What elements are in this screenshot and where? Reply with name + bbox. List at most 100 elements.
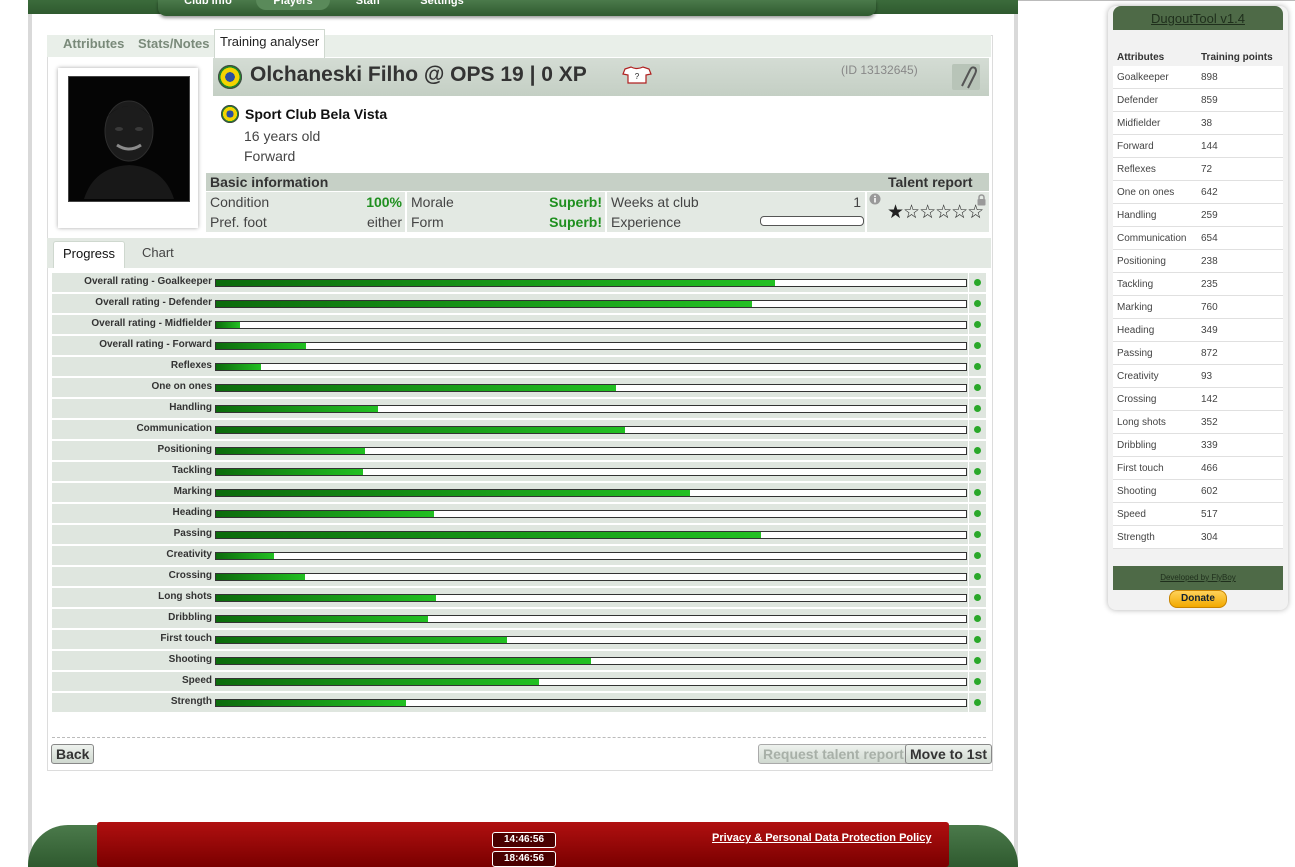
attribute-name: Reflexes bbox=[1117, 164, 1156, 175]
status-cell bbox=[969, 693, 986, 712]
pref-foot-value: either bbox=[366, 214, 402, 230]
info-icon[interactable] bbox=[869, 193, 881, 205]
training-points: 339 bbox=[1201, 440, 1218, 451]
attribute-name: Shooting bbox=[1117, 486, 1157, 497]
divider bbox=[52, 737, 986, 738]
progress-label: Overall rating - Defender bbox=[95, 297, 212, 308]
status-dot-icon bbox=[974, 699, 981, 706]
status-dot-icon bbox=[974, 384, 981, 391]
status-dot-icon bbox=[974, 636, 981, 643]
status-cell bbox=[969, 420, 986, 439]
top-nav: Club info Players Staff Settings bbox=[158, 0, 876, 16]
status-dot-icon bbox=[974, 405, 981, 412]
progress-label: Marking bbox=[173, 486, 212, 497]
training-points: 872 bbox=[1201, 348, 1218, 359]
attribute-name: Speed bbox=[1117, 509, 1146, 520]
top-divider bbox=[1018, 0, 1295, 1]
progress-bar-fill bbox=[216, 280, 775, 286]
table-row: Communication 654 bbox=[1113, 227, 1283, 250]
table-row: Positioning 238 bbox=[1113, 250, 1283, 273]
status-dot-icon bbox=[974, 657, 981, 664]
table-row: Crossing 142 bbox=[1113, 388, 1283, 411]
status-cell bbox=[969, 273, 986, 292]
table-row: Speed 517 bbox=[1113, 503, 1283, 526]
request-talent-report-button[interactable]: Request talent report bbox=[758, 744, 909, 764]
training-points: 304 bbox=[1201, 532, 1218, 543]
basic-info-title: Basic information bbox=[210, 174, 329, 190]
training-points: 760 bbox=[1201, 302, 1218, 313]
progress-label: Strength bbox=[170, 696, 212, 707]
attribute-name: Goalkeeper bbox=[1117, 72, 1169, 83]
table-row: Handling 259 bbox=[1113, 204, 1283, 227]
table-row: Strength 304 bbox=[1113, 526, 1283, 549]
progress-bar bbox=[215, 699, 967, 707]
developer-link[interactable]: Developed by FlyBoy bbox=[1160, 573, 1236, 582]
nav-tab-settings[interactable]: Settings bbox=[420, 0, 464, 7]
attribute-name: Marking bbox=[1117, 302, 1153, 313]
progress-row: Long shots bbox=[52, 587, 986, 608]
progress-bar-fill bbox=[216, 322, 240, 328]
player-photo bbox=[68, 76, 190, 202]
training-points: 859 bbox=[1201, 95, 1218, 106]
attribute-name: Strength bbox=[1117, 532, 1155, 543]
attribute-name: Passing bbox=[1117, 348, 1153, 359]
basic-info-grid bbox=[206, 192, 865, 232]
shirt-icon[interactable]: ? bbox=[622, 66, 652, 84]
dugouttool-title[interactable]: DugoutTool v1.4 bbox=[1151, 11, 1245, 26]
table-row: Shooting 602 bbox=[1113, 480, 1283, 503]
talent-report-cell bbox=[867, 192, 989, 232]
progress-label: Creativity bbox=[166, 549, 212, 560]
donate-button[interactable]: Donate bbox=[1169, 590, 1227, 608]
player-age: 16 years old bbox=[244, 128, 321, 144]
progress-label: Overall rating - Midfielder bbox=[91, 318, 212, 329]
divider bbox=[865, 192, 867, 232]
progress-bar-fill bbox=[216, 511, 434, 517]
tab-attributes[interactable]: Attributes bbox=[63, 36, 125, 51]
club-name[interactable]: Sport Club Bela Vista bbox=[245, 106, 388, 122]
player-avatar-icon bbox=[84, 100, 174, 199]
progress-bar-fill bbox=[216, 343, 306, 349]
privacy-policy-link[interactable]: Privacy & Personal Data Protection Polic… bbox=[712, 832, 932, 844]
talent-stars-icon: ★☆☆☆☆☆ bbox=[887, 202, 984, 223]
attribute-name: Heading bbox=[1117, 325, 1155, 336]
attribute-name: Positioning bbox=[1117, 256, 1166, 267]
status-cell bbox=[969, 357, 986, 376]
table-row: Long shots 352 bbox=[1113, 411, 1283, 434]
table-row: Reflexes 72 bbox=[1113, 158, 1283, 181]
table-header: Attributes Training points bbox=[1113, 46, 1283, 66]
progress-row: Marking bbox=[52, 482, 986, 503]
status-dot-icon bbox=[974, 531, 981, 538]
progress-bar-fill bbox=[216, 364, 261, 370]
player-position: Forward bbox=[244, 148, 296, 164]
progress-row: Creativity bbox=[52, 545, 986, 566]
training-points: 235 bbox=[1201, 279, 1218, 290]
progress-row: Speed bbox=[52, 671, 986, 692]
progress-bar-fill bbox=[216, 532, 761, 538]
tab-progress[interactable]: Progress bbox=[53, 241, 126, 268]
status-dot-icon bbox=[974, 363, 981, 370]
training-points: 602 bbox=[1201, 486, 1218, 497]
tab-chart[interactable]: Chart bbox=[142, 245, 174, 260]
nav-tab-club-info[interactable]: Club info bbox=[184, 0, 232, 7]
paperclip-icon[interactable] bbox=[950, 62, 982, 92]
progress-bar-fill bbox=[216, 490, 690, 496]
tab-training-analyser[interactable]: Training analyser bbox=[214, 29, 326, 58]
move-to-first-button[interactable]: Move to 1st bbox=[905, 744, 993, 764]
local-clock: 18:46:56 bbox=[492, 851, 556, 867]
progress-label: Dribbling bbox=[168, 612, 212, 623]
attribute-name: Midfielder bbox=[1117, 118, 1161, 129]
back-button[interactable]: Back bbox=[51, 744, 95, 764]
progress-label: Crossing bbox=[168, 570, 212, 581]
nav-tab-staff[interactable]: Staff bbox=[355, 0, 381, 7]
brazil-flag-icon bbox=[218, 65, 242, 89]
status-cell bbox=[969, 651, 986, 670]
tab-stats-notes[interactable]: Stats/Notes bbox=[138, 36, 210, 51]
attribute-name: Forward bbox=[1117, 141, 1154, 152]
training-points: 142 bbox=[1201, 394, 1218, 405]
status-cell bbox=[969, 588, 986, 607]
status-dot-icon bbox=[974, 447, 981, 454]
nav-tab-players[interactable]: Players bbox=[256, 0, 330, 10]
progress-label: Overall rating - Goalkeeper bbox=[84, 276, 212, 287]
progress-row: One on ones bbox=[52, 377, 986, 398]
status-cell bbox=[969, 336, 986, 355]
